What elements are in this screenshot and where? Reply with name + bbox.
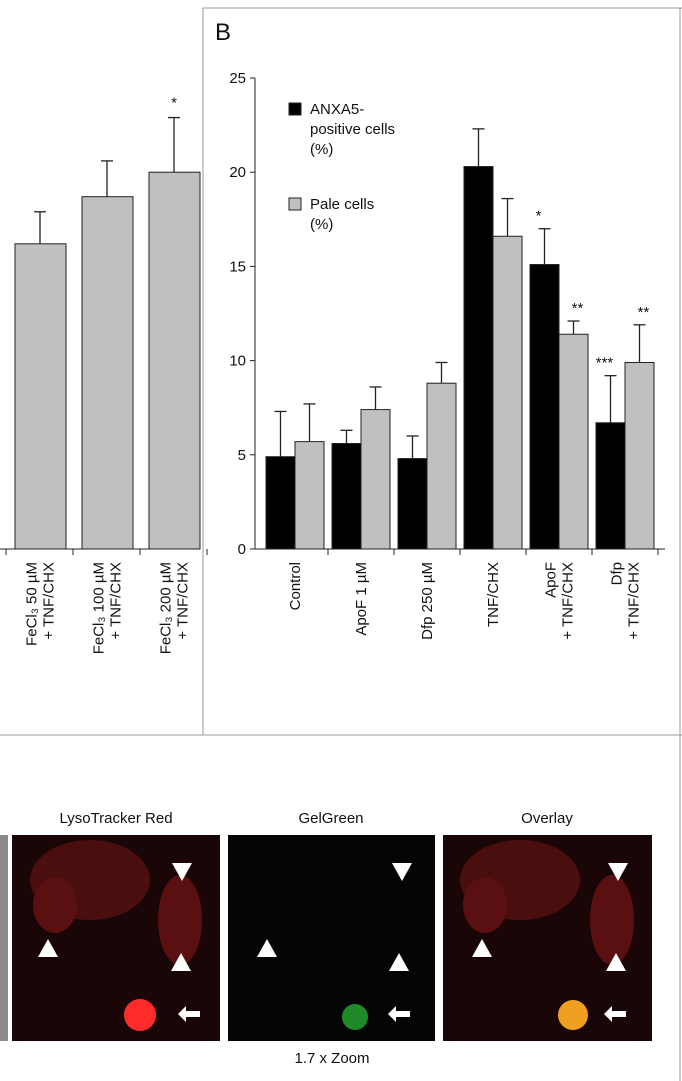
error-bar bbox=[435, 361, 448, 384]
significance: *** bbox=[596, 355, 614, 372]
bar bbox=[360, 409, 391, 550]
bar bbox=[558, 333, 589, 550]
y-tick-label: 0 bbox=[238, 541, 246, 558]
cell bbox=[342, 1004, 368, 1030]
x-tick-label: Dfp bbox=[609, 562, 626, 585]
bar bbox=[81, 196, 134, 550]
cell bbox=[558, 1000, 588, 1030]
bar bbox=[624, 361, 655, 550]
significance: ** bbox=[572, 300, 584, 317]
error-bar bbox=[406, 435, 419, 459]
x-tick-label: + TNF/CHX bbox=[560, 562, 577, 640]
panel-title: GelGreen bbox=[298, 810, 363, 827]
bar bbox=[148, 171, 201, 550]
y-tick-label: 15 bbox=[229, 258, 246, 275]
error-bar bbox=[274, 410, 287, 457]
significance: * bbox=[536, 208, 542, 225]
bar bbox=[529, 264, 560, 550]
legend-label: positive cells bbox=[310, 121, 395, 138]
bar bbox=[426, 382, 457, 550]
x-tick-label: FeCl₃ 200 µM bbox=[158, 562, 175, 654]
cell bbox=[463, 877, 507, 933]
error-bar bbox=[340, 429, 353, 444]
x-tick-label: Control bbox=[287, 562, 304, 610]
x-tick-label: + TNF/CHX bbox=[175, 562, 192, 640]
image-edge bbox=[0, 835, 8, 1041]
panel-title: Overlay bbox=[521, 810, 573, 827]
x-tick-label: ApoF bbox=[543, 562, 560, 598]
legend-label: ANXA5- bbox=[310, 101, 364, 118]
x-tick-label: + TNF/CHX bbox=[41, 562, 58, 640]
legend-swatch bbox=[288, 197, 302, 211]
error-bar bbox=[168, 116, 180, 173]
x-tick-label: FeCl₃ 50 µM bbox=[24, 562, 41, 646]
significance: ** bbox=[638, 304, 650, 321]
bar bbox=[331, 442, 362, 550]
cell bbox=[158, 875, 202, 965]
bar bbox=[463, 166, 494, 550]
caption: 1.7 x Zoom bbox=[294, 1050, 369, 1067]
y-tick-label: 10 bbox=[229, 353, 246, 370]
error-bar bbox=[538, 228, 551, 265]
x-tick-label: FeCl₃ 100 µM bbox=[91, 562, 108, 654]
significance: * bbox=[171, 95, 177, 112]
y-tick-label: 5 bbox=[238, 447, 246, 464]
y-tick-label: 20 bbox=[229, 164, 246, 181]
y-tick-label: 25 bbox=[229, 70, 246, 87]
error-bar bbox=[604, 375, 617, 423]
bar bbox=[595, 422, 626, 550]
x-tick-label: + TNF/CHX bbox=[108, 562, 125, 640]
error-bar bbox=[472, 128, 485, 167]
panel-title: LysoTracker Red bbox=[59, 810, 172, 827]
x-tick-label: ApoF 1 µM bbox=[353, 562, 370, 636]
error-bar bbox=[567, 320, 580, 335]
cell bbox=[33, 877, 77, 933]
panel-label: B bbox=[215, 19, 231, 46]
error-bar bbox=[303, 403, 316, 442]
legend-label: Pale cells bbox=[310, 196, 374, 213]
bar bbox=[397, 458, 428, 550]
cell bbox=[124, 999, 156, 1031]
legend-label: (%) bbox=[310, 141, 333, 158]
micrographs bbox=[0, 835, 652, 1041]
legend-swatch bbox=[288, 102, 302, 116]
error-bar bbox=[369, 386, 382, 410]
x-tick-label: TNF/CHX bbox=[485, 562, 502, 627]
bar bbox=[14, 243, 67, 550]
error-bar bbox=[633, 324, 646, 363]
error-bar bbox=[501, 197, 514, 237]
bar bbox=[492, 235, 523, 550]
legend-label: (%) bbox=[310, 216, 333, 233]
bar bbox=[294, 441, 325, 550]
bar bbox=[265, 456, 296, 550]
error-bar bbox=[34, 211, 46, 244]
cell bbox=[590, 875, 634, 965]
x-tick-label: + TNF/CHX bbox=[626, 562, 643, 640]
error-bar bbox=[101, 160, 113, 197]
x-tick-label: Dfp 250 µM bbox=[419, 562, 436, 640]
